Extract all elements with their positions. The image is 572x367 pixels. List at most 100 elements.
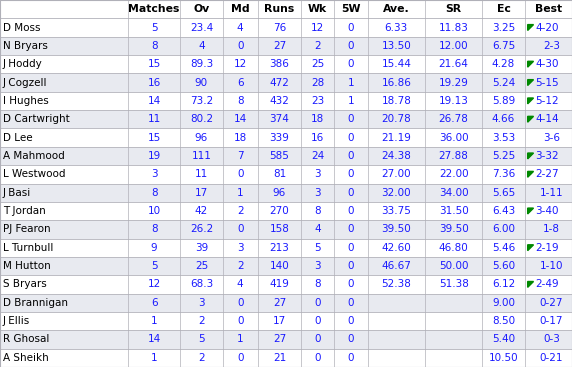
Text: 11: 11 [148, 114, 161, 124]
Text: 0: 0 [348, 261, 354, 271]
Text: 5-12: 5-12 [535, 96, 559, 106]
Text: 270: 270 [269, 206, 289, 216]
Text: 12.00: 12.00 [439, 41, 468, 51]
Text: L Westwood: L Westwood [3, 169, 66, 179]
Text: 0: 0 [315, 298, 321, 308]
Text: 81: 81 [273, 169, 286, 179]
Text: 80.2: 80.2 [190, 114, 213, 124]
Bar [0, 275, 572, 294]
Text: 419: 419 [269, 279, 289, 290]
Polygon shape [527, 61, 534, 67]
Text: S Bryars: S Bryars [3, 279, 47, 290]
Bar [0, 37, 572, 55]
Polygon shape [527, 245, 534, 251]
Text: 27: 27 [273, 41, 286, 51]
Text: 8: 8 [315, 206, 321, 216]
Text: 26.2: 26.2 [190, 224, 213, 235]
Bar [0, 294, 572, 312]
Text: 5.25: 5.25 [492, 151, 515, 161]
Bar [0, 312, 572, 330]
Text: Ov: Ov [193, 4, 209, 14]
Text: 111: 111 [192, 151, 211, 161]
Text: 0: 0 [315, 316, 321, 326]
Polygon shape [527, 281, 534, 287]
Text: T Jordan: T Jordan [3, 206, 46, 216]
Text: J Hoddy: J Hoddy [3, 59, 43, 69]
Text: 13.50: 13.50 [382, 41, 411, 51]
Text: 4-30: 4-30 [535, 59, 559, 69]
Text: 2: 2 [315, 41, 321, 51]
Text: 21.19: 21.19 [382, 132, 411, 143]
Text: 96: 96 [273, 188, 286, 198]
Text: 0: 0 [237, 41, 244, 51]
Text: 2: 2 [237, 261, 244, 271]
Text: SR: SR [446, 4, 462, 14]
Text: 8: 8 [151, 224, 157, 235]
Text: 4.66: 4.66 [492, 114, 515, 124]
Text: 46.80: 46.80 [439, 243, 468, 253]
Text: 0: 0 [348, 188, 354, 198]
Text: 28: 28 [311, 77, 324, 88]
Text: J Ellis: J Ellis [3, 316, 30, 326]
Text: 16: 16 [148, 77, 161, 88]
Bar [0, 202, 572, 220]
Polygon shape [527, 208, 534, 214]
Text: 6: 6 [151, 298, 157, 308]
Text: 0: 0 [348, 279, 354, 290]
Text: 140: 140 [269, 261, 289, 271]
Text: 19.13: 19.13 [439, 96, 468, 106]
Text: R Ghosal: R Ghosal [3, 334, 49, 345]
Text: 1-11: 1-11 [539, 188, 563, 198]
Text: J Basi: J Basi [3, 188, 31, 198]
Text: 15: 15 [148, 132, 161, 143]
Text: 0: 0 [348, 243, 354, 253]
Text: A Mahmood: A Mahmood [3, 151, 65, 161]
Text: 27: 27 [273, 334, 286, 345]
Bar [0, 257, 572, 275]
Text: 0: 0 [348, 353, 354, 363]
Text: Ave.: Ave. [383, 4, 410, 14]
Bar [0, 330, 572, 349]
Text: 90: 90 [195, 77, 208, 88]
Text: 11: 11 [195, 169, 208, 179]
Bar [0, 73, 572, 92]
Text: 10: 10 [148, 206, 161, 216]
Text: D Cartwright: D Cartwright [3, 114, 70, 124]
Text: 0: 0 [237, 353, 244, 363]
Text: 6.00: 6.00 [492, 224, 515, 235]
Text: 6.33: 6.33 [384, 22, 408, 33]
Text: 27: 27 [273, 298, 286, 308]
Text: 0: 0 [237, 169, 244, 179]
Text: 8: 8 [315, 279, 321, 290]
Text: 2-19: 2-19 [535, 243, 559, 253]
Text: 9: 9 [151, 243, 157, 253]
Text: Md: Md [231, 4, 249, 14]
Bar [0, 128, 572, 147]
Text: I Hughes: I Hughes [3, 96, 49, 106]
Text: 158: 158 [269, 224, 289, 235]
Text: Best: Best [535, 4, 562, 14]
Text: 2: 2 [198, 353, 205, 363]
Text: 5.24: 5.24 [492, 77, 515, 88]
Text: 5-15: 5-15 [535, 77, 559, 88]
Text: D Moss: D Moss [3, 22, 41, 33]
Text: 39: 39 [195, 243, 208, 253]
Text: 0: 0 [348, 114, 354, 124]
Text: 0: 0 [348, 151, 354, 161]
Text: 0: 0 [237, 316, 244, 326]
Text: D Lee: D Lee [3, 132, 33, 143]
Text: 4: 4 [237, 22, 244, 33]
Text: 33.75: 33.75 [382, 206, 411, 216]
Text: 1: 1 [348, 96, 354, 106]
Text: 73.2: 73.2 [190, 96, 213, 106]
Text: 15: 15 [148, 59, 161, 69]
Text: 5.89: 5.89 [492, 96, 515, 106]
Text: 8: 8 [151, 188, 157, 198]
Text: 9.00: 9.00 [492, 298, 515, 308]
Polygon shape [527, 116, 534, 122]
Text: 39.50: 39.50 [382, 224, 411, 235]
Text: 0: 0 [348, 206, 354, 216]
Text: L Turnbull: L Turnbull [3, 243, 53, 253]
Text: 2-3: 2-3 [543, 41, 560, 51]
Text: 17: 17 [273, 316, 286, 326]
